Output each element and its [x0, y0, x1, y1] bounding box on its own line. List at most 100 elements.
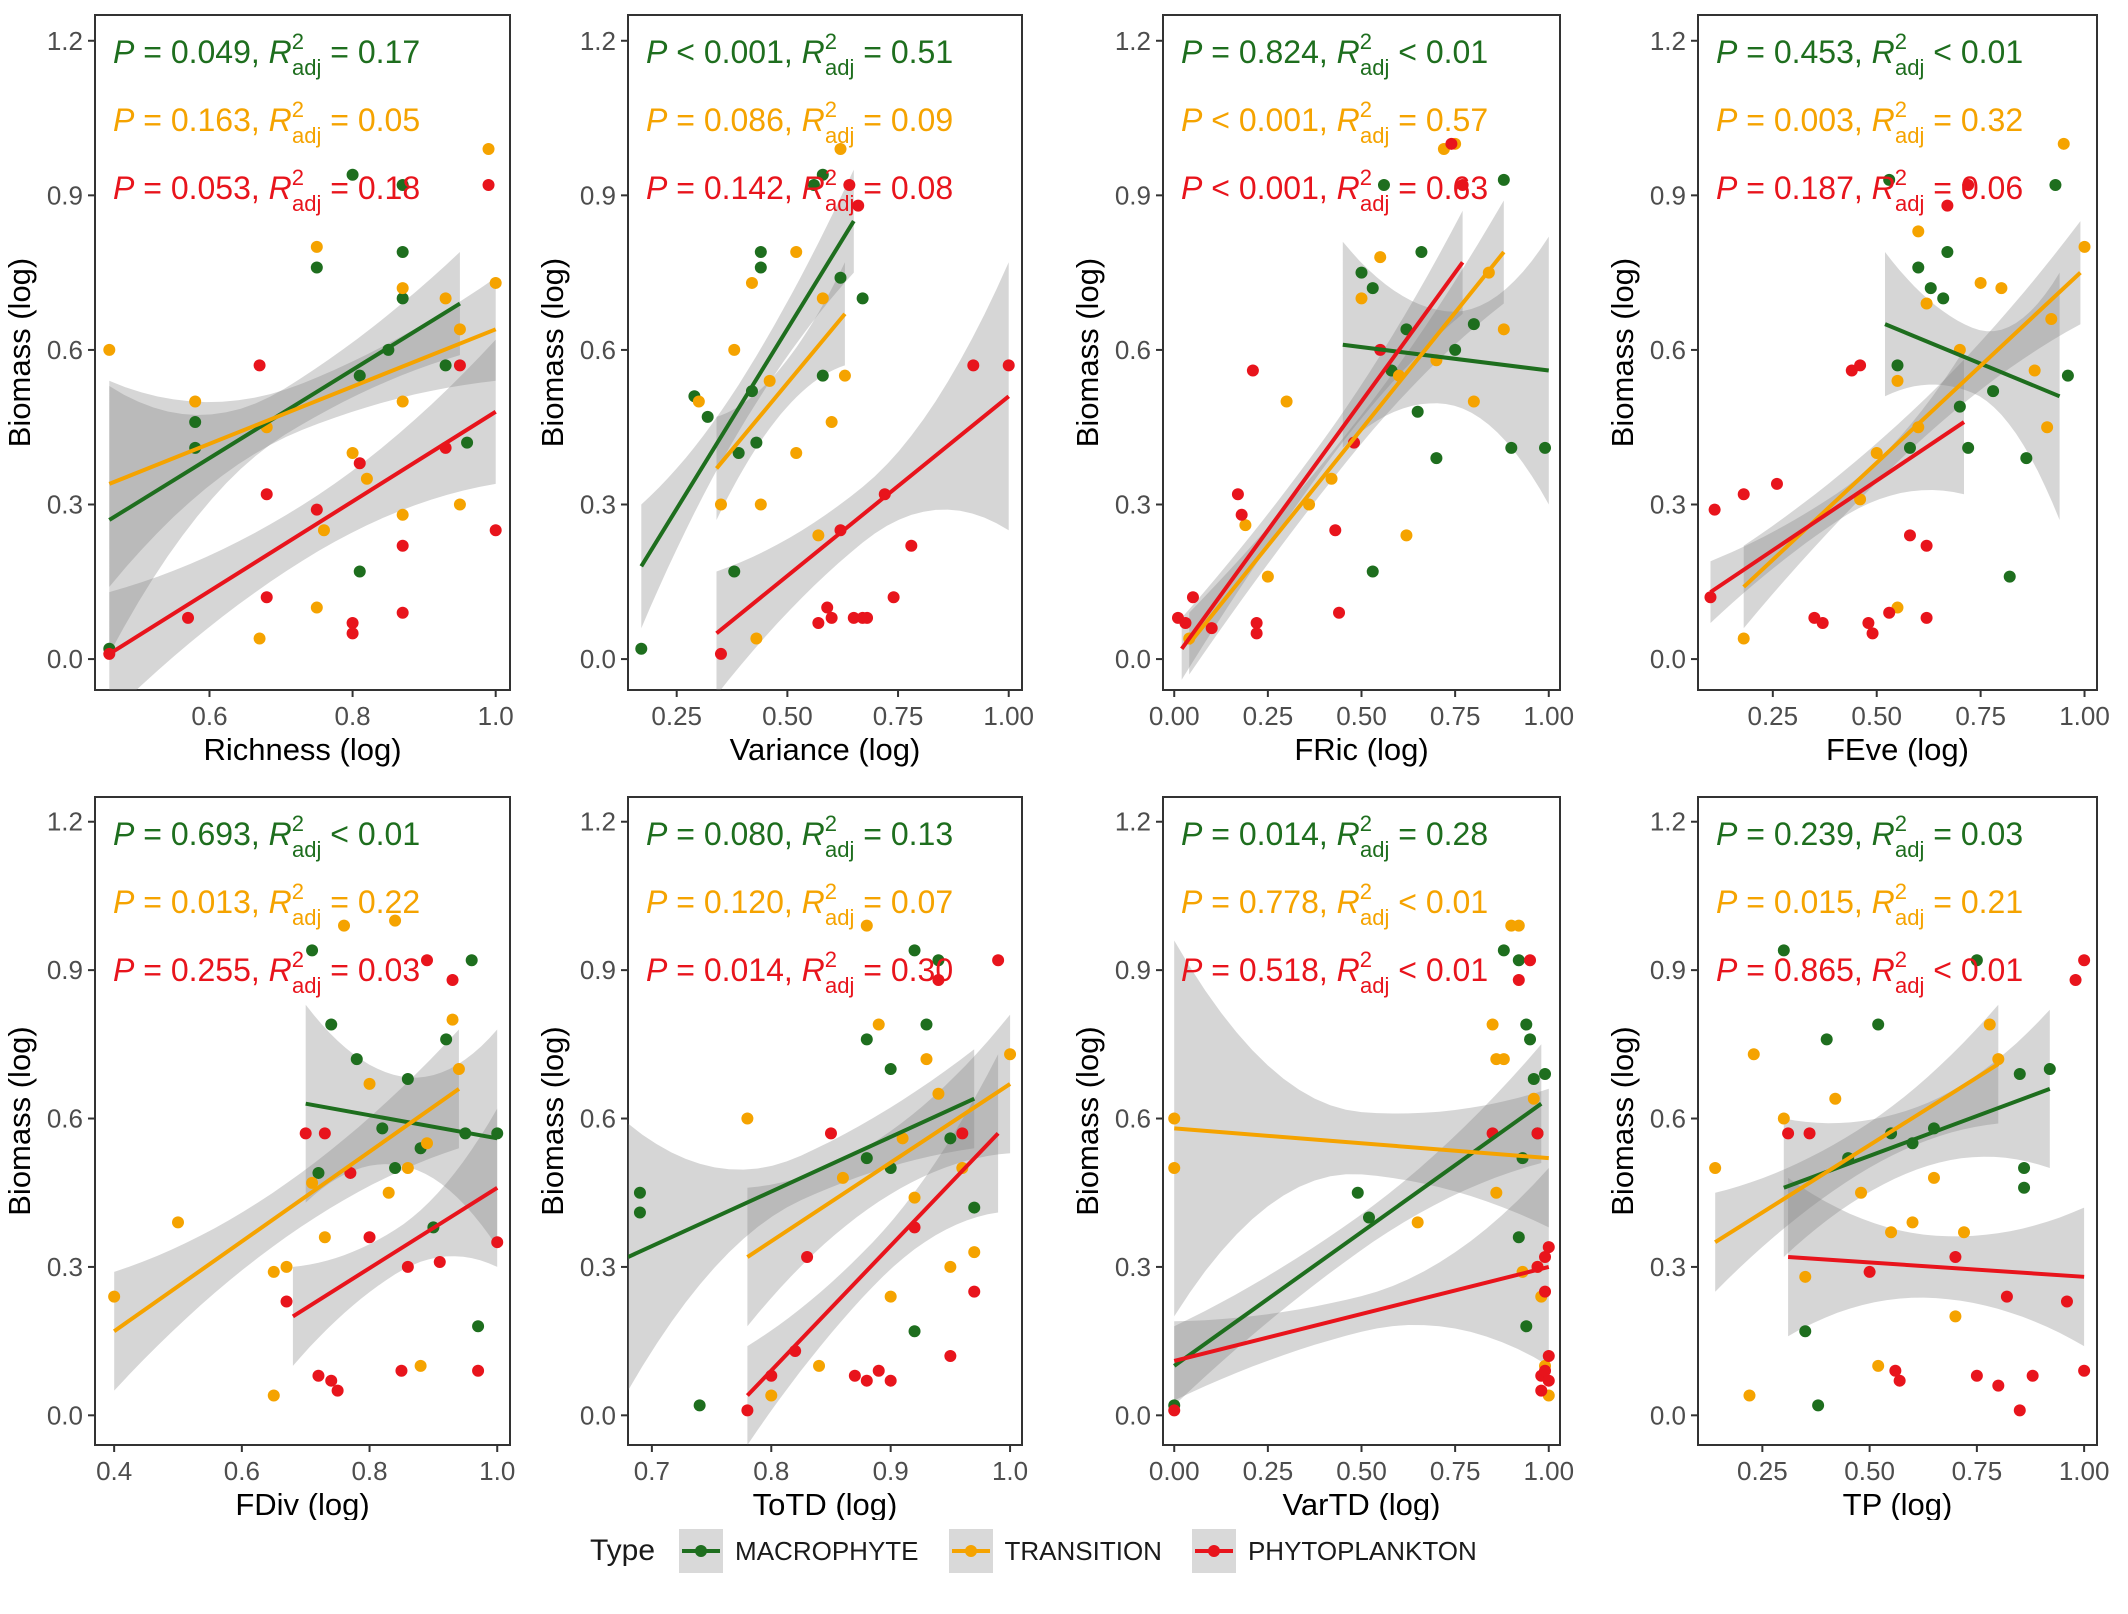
x-tick-label: 0.75 [1955, 701, 2006, 731]
data-point-phytoplankton [346, 627, 359, 640]
data-point-macrophyte [884, 1063, 897, 1076]
y-tick-label: 0.0 [1115, 1400, 1151, 1430]
legend-item-phytoplankton: PHYTOPLANKTON [1191, 1529, 1477, 1573]
data-point-phytoplankton [1962, 179, 1975, 192]
data-point-transition [816, 292, 829, 305]
data-point-phytoplankton [1949, 1251, 1962, 1264]
data-point-phytoplankton [1782, 1127, 1795, 1140]
fit-line-phytoplankton [1787, 1255, 2085, 1279]
x-tick-label: 0.25 [1243, 701, 1294, 731]
data-point-transition [396, 508, 409, 521]
data-point-macrophyte [1377, 179, 1390, 192]
data-point-phytoplankton [396, 606, 409, 619]
y-tick-label: 1.2 [47, 26, 83, 56]
y-tick-label: 0.0 [1650, 1400, 1686, 1430]
data-point-transition [360, 472, 373, 485]
data-point-transition [1527, 1092, 1540, 1105]
data-point-transition [812, 529, 825, 542]
data-point-transition [396, 282, 409, 295]
data-point-phytoplankton [1539, 1251, 1552, 1264]
data-point-macrophyte [1953, 400, 1966, 413]
x-tick-label: 0.7 [634, 1456, 670, 1486]
plot-area [628, 919, 1017, 1445]
data-point-macrophyte [1527, 1072, 1540, 1085]
data-point-macrophyte [461, 436, 474, 449]
data-point-macrophyte [1799, 1325, 1812, 1338]
data-point-transition [836, 1171, 849, 1184]
data-point-transition [421, 1137, 433, 1150]
data-point-transition [1974, 276, 1987, 289]
data-point-transition [2057, 137, 2070, 150]
data-point-macrophyte [816, 168, 829, 181]
stat-annotation-transition: P = 0.086, R2 adj = 0.09 [646, 97, 953, 148]
stat-annotation-phytoplankton: P = 0.187, R2 adj = 0.06 [1716, 165, 2023, 216]
data-point-transition [2078, 240, 2091, 253]
data-point-phytoplankton [2078, 1364, 2091, 1377]
data-point-transition [1168, 1161, 1181, 1174]
data-point-transition [872, 1018, 885, 1031]
data-point-macrophyte [816, 369, 829, 382]
data-point-phytoplankton [1542, 1374, 1555, 1387]
data-point-macrophyte [1539, 1068, 1552, 1081]
data-point-macrophyte [1505, 441, 1518, 454]
x-tick-label: 0.9 [873, 1456, 909, 1486]
plot-area [1168, 919, 1555, 1417]
data-point-transition [1992, 1053, 2005, 1066]
y-tick-label: 0.6 [580, 335, 616, 365]
data-point-phytoplankton [2060, 1295, 2073, 1308]
stat-annotation-macrophyte: P = 0.049, R2 adj = 0.17 [113, 29, 420, 80]
data-point-transition [306, 1176, 319, 1189]
y-tick-label: 0.6 [47, 335, 83, 365]
stat-annotation-transition: P = 0.163, R2 adj = 0.05 [113, 97, 420, 148]
data-point-macrophyte [2018, 1161, 2031, 1174]
data-point-macrophyte [396, 292, 409, 305]
data-point-transition [1920, 297, 1933, 310]
data-point-macrophyte [693, 1399, 706, 1412]
data-point-phytoplankton [1803, 1127, 1816, 1140]
data-point-phytoplankton [280, 1295, 293, 1308]
data-point-transition [267, 1389, 280, 1402]
data-point-phytoplankton [824, 1127, 837, 1140]
data-point-transition [453, 498, 466, 511]
data-point-phytoplankton [1329, 524, 1342, 537]
data-point-macrophyte [396, 246, 409, 259]
data-point-macrophyte [750, 436, 763, 449]
y-tick-label: 1.2 [1115, 26, 1151, 56]
plot-frame [1162, 796, 1561, 1446]
data-point-transition [401, 1161, 414, 1174]
data-point-transition [765, 1389, 778, 1402]
data-point-transition [1486, 1018, 1499, 1031]
data-point-macrophyte [2003, 570, 2016, 583]
x-axis-label: ToTD (log) [753, 1487, 898, 1520]
confidence-band-macrophyte [1342, 236, 1549, 505]
data-point-macrophyte [1524, 1033, 1537, 1046]
y-axis-label: Biomass (log) [535, 1026, 570, 1216]
data-point-transition [1004, 1048, 1017, 1061]
data-point-phytoplankton [1179, 617, 1192, 630]
data-point-transition [1891, 374, 1904, 387]
data-point-phytoplankton [1708, 503, 1721, 516]
y-tick-label: 0.0 [580, 1400, 616, 1430]
data-point-phytoplankton [852, 199, 865, 212]
data-point-phytoplankton [1539, 1364, 1552, 1377]
plot-frame [627, 14, 1023, 691]
data-point-transition [1870, 446, 1883, 459]
y-tick-label: 1.2 [1650, 26, 1686, 56]
y-tick-label: 0.0 [1115, 644, 1151, 674]
data-point-phytoplankton [182, 611, 195, 624]
data-point-phytoplankton [1737, 488, 1750, 501]
data-point-transition [318, 1231, 331, 1244]
data-point-phytoplankton [848, 1369, 861, 1382]
data-point-transition [825, 416, 838, 429]
y-tick-label: 0.6 [1650, 1104, 1686, 1134]
x-axis-label: TP (log) [1843, 1487, 1953, 1520]
x-tick-label: 0.75 [1430, 701, 1481, 731]
y-tick-label: 0.3 [580, 1252, 616, 1282]
panel-4: 0.0 0.3 0.6 0.9 1.2 0.25 0.50 0.75 1.00 FEve (log… [1605, 14, 2110, 767]
data-point-macrophyte [732, 446, 745, 459]
data-point-phytoplankton [1854, 359, 1867, 372]
data-point-transition [884, 1290, 897, 1303]
data-point-macrophyte [908, 1325, 921, 1338]
data-point-macrophyte [908, 944, 921, 957]
data-point-transition [1747, 1048, 1760, 1061]
